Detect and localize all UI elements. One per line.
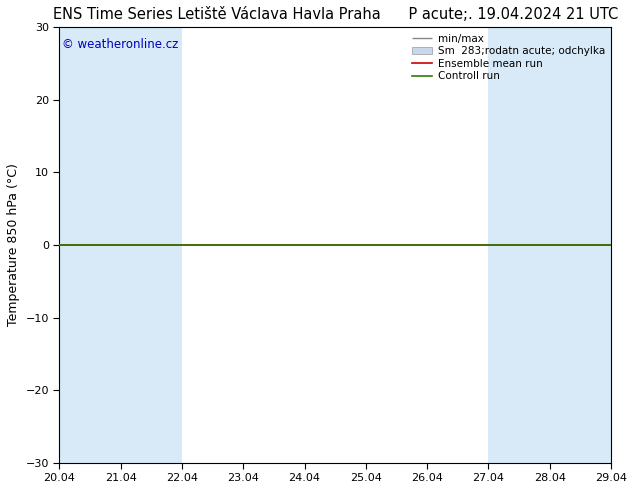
Text: © weatheronline.cz: © weatheronline.cz	[62, 38, 179, 51]
Bar	[550, 27, 611, 463]
Title: ENS Time Series Letiště Václava Havla Praha      P acute;. 19.04.2024 21 UTC: ENS Time Series Letiště Václava Havla Pr…	[53, 7, 618, 22]
Bar	[488, 27, 550, 463]
Bar	[60, 27, 120, 463]
Y-axis label: Temperature 850 hPa (°C): Temperature 850 hPa (°C)	[7, 164, 20, 326]
Bar	[120, 27, 182, 463]
Legend: min/max, Sm  283;rodatn acute; odchylka, Ensemble mean run, Controll run: min/max, Sm 283;rodatn acute; odchylka, …	[408, 29, 609, 86]
